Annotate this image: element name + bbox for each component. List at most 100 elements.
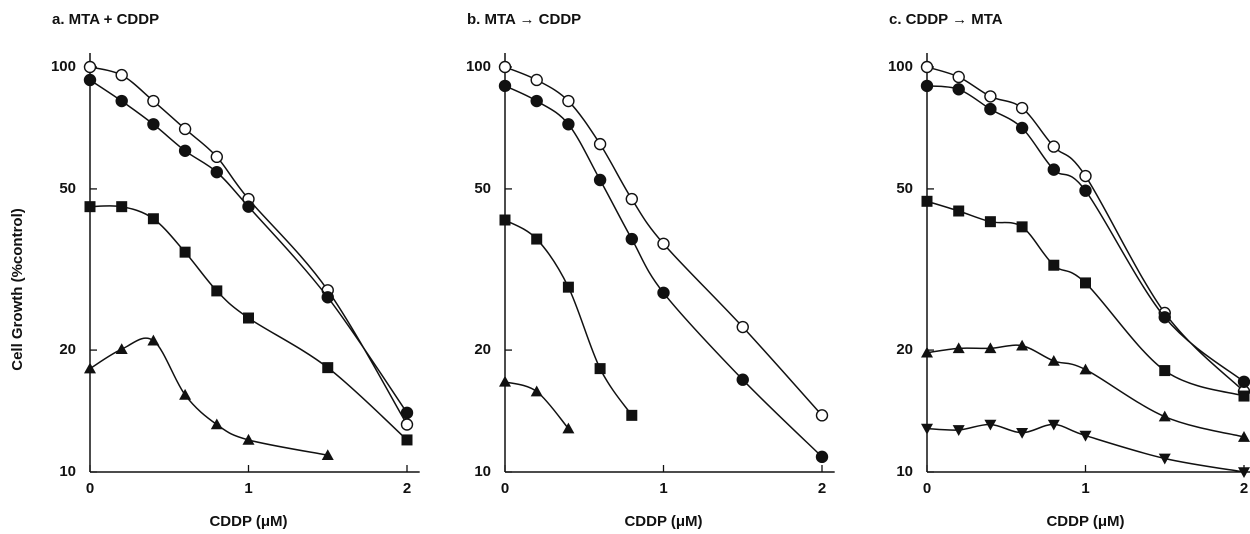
data-point (1048, 259, 1060, 271)
data-point (1079, 430, 1092, 442)
chart-title: a. MTA + CDDP (52, 11, 159, 28)
data-point (84, 362, 96, 374)
x-tick-label: 0 (501, 480, 509, 497)
data-point (562, 422, 575, 434)
data-point (243, 312, 254, 324)
x-axis-label: CDDP (μM) (624, 513, 702, 530)
data-point (1158, 311, 1171, 324)
data-point (1015, 121, 1029, 135)
data-point (115, 343, 128, 355)
data-point (179, 246, 191, 258)
data-point (1016, 221, 1028, 233)
data-point (530, 385, 543, 397)
x-tick-label: 1 (659, 480, 667, 497)
x-tick-label: 2 (818, 480, 826, 497)
fit-curve (926, 85, 1245, 383)
data-point (1238, 390, 1250, 402)
y-tick-label: 10 (59, 463, 76, 480)
x-tick-label: 1 (1081, 480, 1089, 497)
x-tick-label: 0 (86, 480, 94, 497)
y-tick-label: 20 (896, 341, 913, 358)
data-point (921, 346, 933, 358)
data-point (626, 409, 638, 421)
data-point (594, 363, 606, 375)
data-point (921, 423, 933, 435)
fit-curve (926, 344, 1245, 438)
data-point (147, 94, 160, 108)
data-point (321, 291, 334, 304)
data-point (984, 419, 997, 431)
fit-curve (504, 85, 823, 458)
x-axis-label: CDDP (μM) (1046, 513, 1124, 530)
chart-title: b. MTA → CDDP (467, 11, 581, 28)
fit-curve (89, 79, 408, 414)
data-point (210, 150, 224, 164)
data-point (147, 334, 160, 346)
data-point (210, 418, 223, 430)
data-point (984, 342, 997, 354)
x-tick-label: 1 (244, 480, 252, 497)
y-tick-label: 50 (896, 180, 913, 197)
data-point (147, 213, 159, 225)
data-point (1158, 453, 1171, 465)
data-point (952, 70, 965, 84)
data-point (242, 200, 255, 213)
y-axis-label: Cell Growth (%control) (9, 208, 26, 371)
data-point (147, 118, 160, 131)
data-point (1158, 410, 1171, 422)
x-axis-label: CDDP (μM) (209, 513, 287, 530)
data-point (952, 342, 965, 354)
y-tick-label: 100 (51, 58, 76, 75)
data-point (400, 406, 414, 420)
data-point (625, 192, 638, 206)
data-point (736, 320, 749, 334)
data-point (920, 60, 934, 74)
data-point (984, 90, 997, 103)
data-point (178, 122, 192, 136)
data-point (1079, 363, 1092, 375)
data-point (83, 60, 97, 74)
data-point (1080, 277, 1091, 289)
data-point (1015, 101, 1029, 115)
fit-curve (89, 66, 408, 425)
data-point (210, 165, 224, 179)
data-point (1079, 184, 1092, 197)
y-tick-label: 20 (474, 341, 491, 358)
data-point (1159, 365, 1171, 377)
data-point (1016, 339, 1029, 351)
data-point (1237, 375, 1250, 388)
data-point (1047, 140, 1061, 153)
data-point (115, 68, 128, 82)
data-point (1047, 354, 1060, 366)
data-point (1238, 431, 1250, 442)
data-point (984, 216, 996, 228)
data-point (593, 137, 607, 151)
x-tick-label: 2 (403, 480, 411, 497)
data-point (321, 449, 334, 461)
data-point (657, 286, 670, 299)
data-point (499, 375, 511, 387)
data-point (562, 94, 575, 108)
data-point (562, 118, 575, 131)
data-point (530, 94, 543, 108)
data-point (116, 201, 128, 213)
y-tick-label: 100 (888, 58, 913, 75)
data-point (736, 373, 749, 386)
data-point (178, 144, 192, 157)
data-point (657, 237, 670, 250)
x-tick-label: 0 (923, 480, 931, 497)
data-point (401, 434, 413, 446)
data-point (952, 83, 965, 96)
data-point (815, 409, 829, 422)
data-point (562, 281, 574, 293)
data-point (498, 79, 512, 93)
data-point (921, 195, 933, 207)
data-point (593, 173, 607, 187)
y-tick-label: 10 (474, 463, 491, 480)
fit-curve (89, 337, 328, 456)
data-point (1238, 467, 1250, 478)
data-point (531, 233, 543, 245)
data-point (1016, 427, 1029, 439)
data-point (1047, 163, 1061, 176)
data-point (625, 232, 638, 246)
